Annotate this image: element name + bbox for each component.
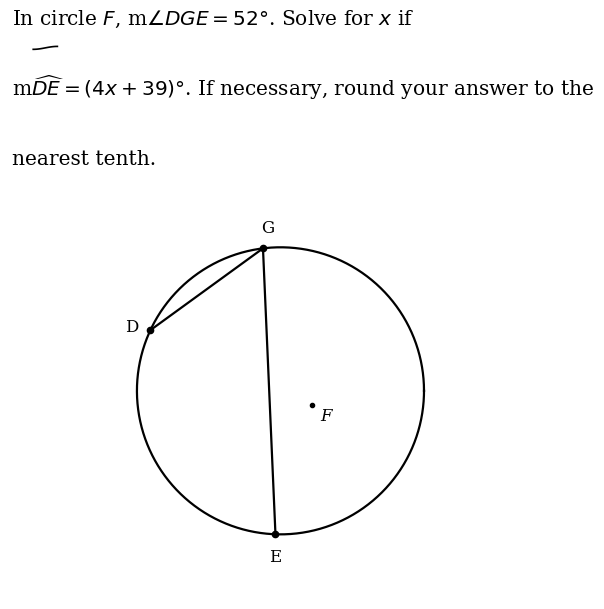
Text: F: F (321, 408, 332, 425)
Text: In circle $F$, m$\angle DGE = 52°$. Solve for $x$ if: In circle $F$, m$\angle DGE = 52°$. Solv… (12, 9, 414, 30)
Text: D: D (126, 319, 139, 336)
Text: m$\widehat{DE} = (4x + 39)°$. If necessary, round your answer to the: m$\widehat{DE} = (4x + 39)°$. If necessa… (12, 73, 594, 102)
Text: E: E (269, 549, 281, 566)
Text: G: G (261, 220, 274, 237)
Text: nearest tenth.: nearest tenth. (12, 150, 156, 169)
